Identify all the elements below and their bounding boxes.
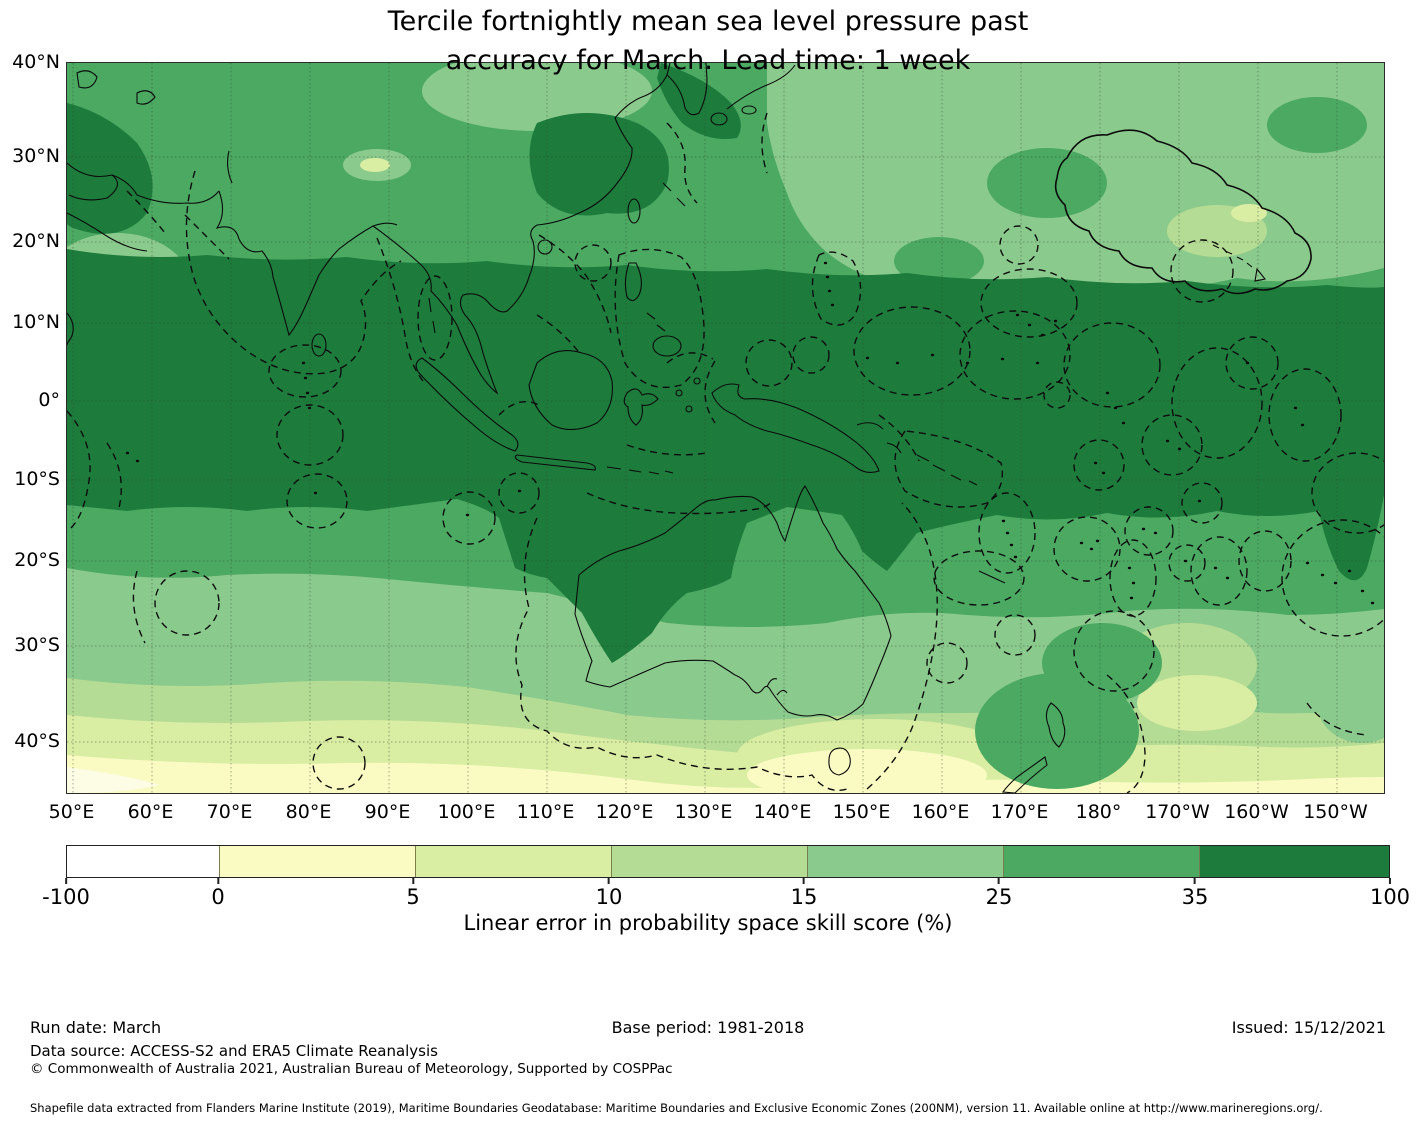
copyright-text: © Commonwealth of Australia 2021, Austra… bbox=[30, 1061, 673, 1077]
colorbar-segment bbox=[218, 846, 415, 877]
colorbar-ticks: -100 0 5 10 15 25 35 100 bbox=[42, 878, 1410, 912]
issued-date-text: Issued: 15/12/2021 bbox=[1231, 1018, 1386, 1037]
x-tick: 170°W bbox=[1145, 801, 1210, 823]
x-tick: 90°E bbox=[364, 801, 411, 823]
x-tick: 150°E bbox=[832, 801, 891, 823]
y-tick-30n: 30°N bbox=[12, 145, 60, 167]
colorbar-tick: 100 bbox=[1370, 878, 1410, 909]
y-tick-10s: 10°S bbox=[14, 468, 60, 490]
map-south-bands bbox=[67, 568, 1384, 793]
colorbar-label: Linear error in probability space skill … bbox=[463, 911, 953, 935]
y-tick-20n: 20°N bbox=[12, 230, 60, 252]
x-tick: 60°E bbox=[127, 801, 174, 823]
colorbar-tick: 0 bbox=[211, 878, 225, 909]
run-date-text: Run date: March bbox=[30, 1018, 162, 1037]
skill-map bbox=[67, 63, 1384, 793]
x-tick: 50°E bbox=[48, 801, 95, 823]
x-tick: 80°E bbox=[285, 801, 332, 823]
y-tick-20s: 20°S bbox=[14, 549, 60, 571]
colorbar-tick: 35 bbox=[1182, 878, 1208, 909]
coastlines bbox=[67, 63, 1375, 793]
colorbar-tick: -100 bbox=[42, 878, 90, 909]
y-tick-40n: 40°N bbox=[12, 51, 60, 73]
colorbar-segment bbox=[1198, 846, 1389, 877]
x-tick: 140°E bbox=[753, 801, 812, 823]
colorbar-segment bbox=[1002, 846, 1199, 877]
colorbar-segment bbox=[806, 846, 1003, 877]
x-tick: 100°E bbox=[437, 801, 496, 823]
colorbar-segment bbox=[67, 846, 219, 877]
colorbar-segment bbox=[414, 846, 611, 877]
y-tick-0: 0° bbox=[38, 389, 60, 411]
map-plot-area bbox=[66, 62, 1385, 794]
x-tick: 170°E bbox=[990, 801, 1049, 823]
data-source-text: Data source: ACCESS-S2 and ERA5 Climate … bbox=[30, 1042, 438, 1060]
y-tick-10n: 10°N bbox=[12, 311, 60, 333]
y-tick-30s: 30°S bbox=[14, 634, 60, 656]
shapefile-note-text: Shapefile data extracted from Flanders M… bbox=[30, 1101, 1323, 1115]
x-tick: 180° bbox=[1075, 801, 1122, 823]
graticule bbox=[67, 63, 1384, 793]
x-tick: 130°E bbox=[674, 801, 733, 823]
y-tick-40s: 40°S bbox=[14, 730, 60, 752]
x-tick: 160°E bbox=[911, 801, 970, 823]
footer-row: Run date: March Base period: 1981-2018 I… bbox=[0, 1018, 1416, 1040]
map-dark-band bbox=[67, 63, 1384, 663]
x-tick: 110°E bbox=[516, 801, 575, 823]
base-period-text: Base period: 1981-2018 bbox=[611, 1018, 805, 1037]
colorbar-tick: 5 bbox=[406, 878, 420, 909]
x-tick: 150°W bbox=[1303, 801, 1368, 823]
colorbar-tick: 10 bbox=[596, 878, 622, 909]
colorbar-tick: 15 bbox=[791, 878, 817, 909]
x-tick: 70°E bbox=[206, 801, 253, 823]
x-tick: 120°E bbox=[595, 801, 654, 823]
colorbar bbox=[66, 845, 1390, 878]
x-tick: 160°W bbox=[1224, 801, 1289, 823]
chart-title-line1: Tercile fortnightly mean sea level press… bbox=[387, 6, 1029, 37]
colorbar-tick: 25 bbox=[986, 878, 1012, 909]
x-axis: 50°E 60°E 70°E 80°E 90°E 100°E 110°E 120… bbox=[32, 801, 1375, 823]
colorbar-segment bbox=[610, 846, 807, 877]
